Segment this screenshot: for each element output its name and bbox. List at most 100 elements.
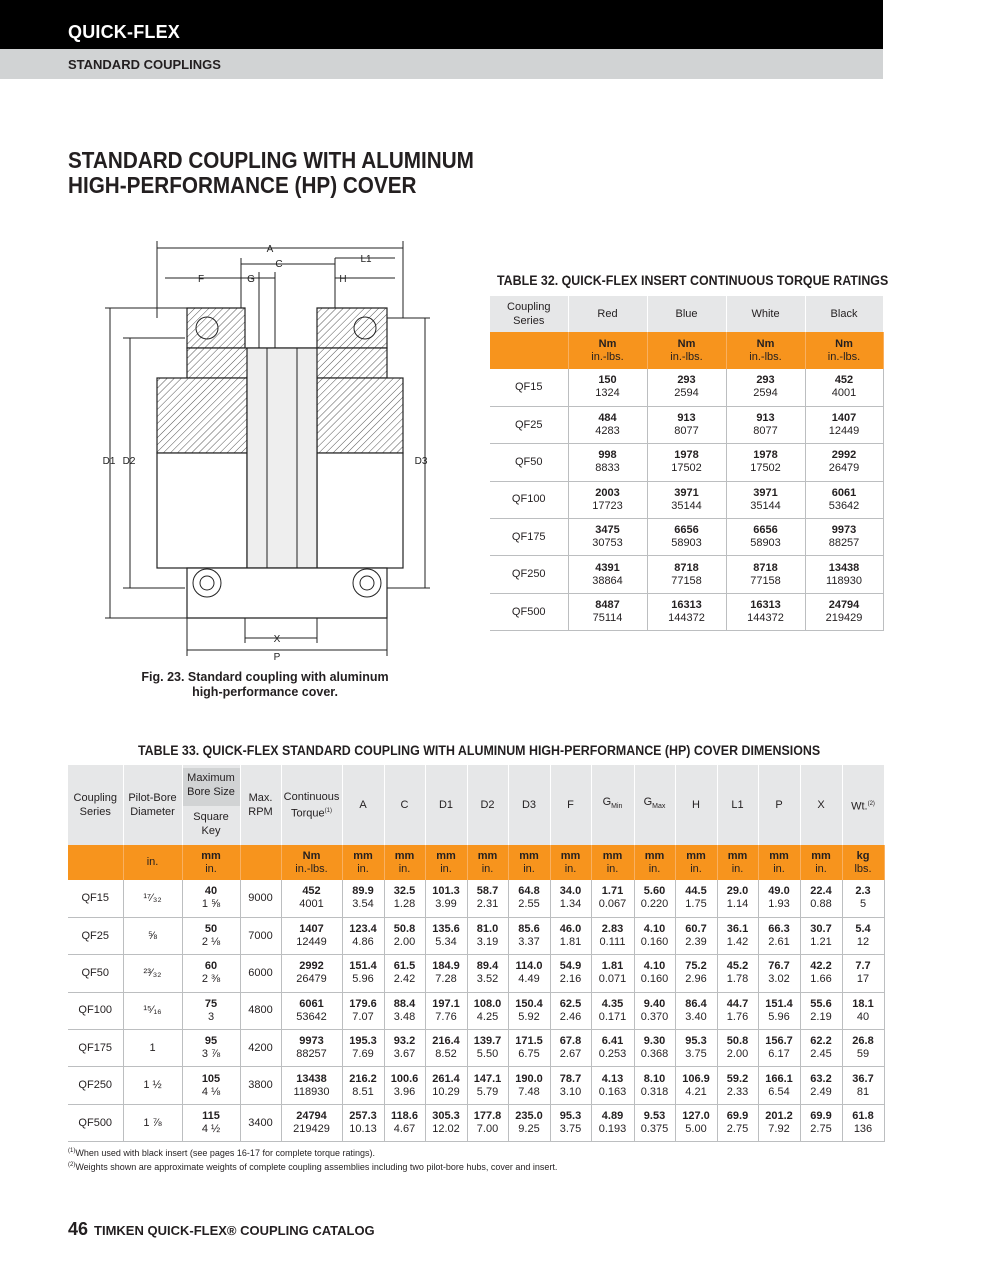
value-cell: ¹⁵⁄₁₆ bbox=[123, 992, 183, 1031]
value-cell: 4800 bbox=[240, 992, 282, 1031]
column-header-1: Pilot-Bore Diameter bbox=[123, 765, 183, 845]
value-cell: 8718 77158 bbox=[726, 555, 806, 594]
cell-value-secondary: 5.96 bbox=[352, 973, 374, 986]
column-header-6: C bbox=[384, 765, 426, 845]
cell-value-secondary: 2.75 bbox=[726, 1123, 749, 1136]
cell-value-primary: 913 bbox=[756, 412, 775, 425]
cell-value-secondary: 0.375 bbox=[640, 1123, 669, 1136]
value-cell: 1978 17502 bbox=[726, 443, 806, 482]
cell-value-primary: 101.3 bbox=[432, 885, 460, 898]
header-label: H bbox=[692, 799, 700, 811]
column-header-16: X bbox=[800, 765, 843, 845]
cell-value-secondary: 1.66 bbox=[810, 973, 832, 986]
value-cell: 913 8077 bbox=[726, 406, 806, 445]
cell-value-secondary: 58903 bbox=[750, 537, 781, 550]
cell-value-primary: 44.5 bbox=[685, 885, 707, 898]
value-cell: 293 2594 bbox=[647, 369, 727, 407]
table-row: QF250 4391 38864 8718 77158 8718 77158 13438 118… bbox=[490, 555, 884, 594]
cell-value-primary: 2.3 bbox=[855, 885, 871, 898]
cell-value-primary: 4.35 bbox=[601, 997, 624, 1010]
unit-cell: mm in. bbox=[384, 845, 426, 880]
column-header-0: Coupling Series bbox=[68, 765, 124, 845]
cell-value-primary: 201.2 bbox=[765, 1110, 793, 1123]
cell-value-secondary: 4.49 bbox=[518, 973, 540, 986]
table-row: QF15 ¹⁷⁄₃₂ 40 1 ⅝ 9000 452 4001 89.9 3.54 32.5 1.2… bbox=[68, 880, 885, 918]
header-superscript: (2) bbox=[867, 800, 875, 807]
header-label: G bbox=[643, 796, 653, 809]
cell-value-primary: 147.1 bbox=[473, 1072, 502, 1085]
value-cell: 13438 118930 bbox=[805, 555, 884, 594]
cell-value-primary: 4.89 bbox=[601, 1110, 624, 1123]
header-subscript: Min bbox=[611, 803, 623, 811]
cell-value-primary: 257.3 bbox=[349, 1110, 377, 1123]
dimensions-table: Coupling Series Pilot-Bore Diameter Maximu… bbox=[68, 765, 885, 1143]
cell-value-primary: 40 bbox=[204, 885, 218, 898]
cell-value-primary: 1.71 bbox=[601, 885, 624, 898]
cell-value-primary: 913 bbox=[677, 412, 696, 425]
value-cell: 78.7 3.10 bbox=[550, 1066, 592, 1105]
cell-value-secondary: 8077 bbox=[753, 425, 778, 438]
value-cell: 108.0 4.25 bbox=[467, 992, 509, 1031]
value-cell: 179.6 7.07 bbox=[342, 992, 385, 1031]
cell-value-primary: mm bbox=[602, 849, 623, 862]
dim-label-l1: L1 bbox=[360, 254, 372, 265]
value-cell: 58.7 2.31 bbox=[467, 880, 509, 918]
cell-value-primary: 4.10 bbox=[643, 923, 666, 936]
cell-value-secondary: 8.52 bbox=[435, 1048, 457, 1061]
series-cell: QF15 bbox=[68, 880, 124, 918]
cell-value-primary: 5.4 bbox=[855, 923, 871, 936]
table-row: QF175 1 95 3 ⅞ 4200 9973 88257 195.3 7.69 93.2 3.6… bbox=[68, 1029, 885, 1068]
table-row: QF25 ⅝ 50 2 ⅛ 7000 1407 12449 123.4 4.86 50.8 2.00… bbox=[68, 917, 885, 956]
cell-value-primary: 6.41 bbox=[601, 1035, 624, 1048]
value-cell: 101.3 3.99 bbox=[425, 880, 468, 918]
cell-value-secondary: 0.220 bbox=[640, 898, 669, 911]
cell-value-primary: 93.2 bbox=[393, 1035, 416, 1048]
cell-value-primary: 88.4 bbox=[393, 997, 416, 1010]
value-cell: 6.41 0.253 bbox=[591, 1029, 635, 1068]
table32-title: TABLE 32. QUICK-FLEX INSERT CONTINUOUS T… bbox=[497, 273, 889, 288]
cell-value-secondary: 8077 bbox=[674, 425, 699, 438]
cell-value-secondary: 7.92 bbox=[768, 1123, 790, 1136]
caption-line: high-performance cover. bbox=[192, 685, 338, 699]
cell-value-primary: 8718 bbox=[753, 561, 778, 574]
value-cell: 3971 35144 bbox=[726, 481, 806, 520]
series-cell: QF500 bbox=[490, 593, 569, 632]
cell-value-primary: 9.30 bbox=[643, 1035, 666, 1048]
cell-value-secondary: 3.75 bbox=[559, 1123, 582, 1136]
value-cell: 44.7 1.76 bbox=[717, 992, 759, 1031]
value-cell: 22.4 0.88 bbox=[800, 880, 843, 918]
cell-value-secondary: 5.34 bbox=[435, 936, 457, 949]
value-cell: 36.7 81 bbox=[842, 1066, 885, 1105]
value-cell: 1407 12449 bbox=[281, 917, 343, 956]
dim-label-d3: D3 bbox=[415, 456, 428, 467]
series-cell: QF250 bbox=[68, 1066, 124, 1105]
table-row: QF100 ¹⁵⁄₁₆ 75 3 4800 6061 53642 179.6 7.07 88.4 3… bbox=[68, 992, 885, 1031]
cell-value-secondary: 53642 bbox=[296, 1010, 327, 1023]
cell-value-secondary: 81 bbox=[856, 1085, 870, 1098]
cell-value-primary: 6061 bbox=[831, 486, 857, 499]
table-row: QF50 ²³⁄₃₂ 60 2 ⅜ 6000 2992 26479 151.4 5.96 61.5… bbox=[68, 954, 885, 993]
footnote-text: When used with black insert (see pages 1… bbox=[75, 1148, 375, 1158]
cell-value-secondary: 2594 bbox=[674, 387, 699, 400]
cell-value-secondary: 2594 bbox=[753, 387, 778, 400]
cell-value-primary: 452 bbox=[302, 885, 321, 898]
cell-value-primary: mm bbox=[353, 849, 373, 862]
cell-value-secondary: 3.10 bbox=[559, 1085, 582, 1098]
page-title-line: HIGH-PERFORMANCE (HP) COVER bbox=[68, 172, 417, 198]
cell-value-primary: 216.2 bbox=[349, 1072, 377, 1085]
value-cell: 151.4 5.96 bbox=[758, 992, 801, 1031]
value-cell: 8487 75114 bbox=[568, 593, 648, 632]
value-cell: 293 2594 bbox=[726, 369, 806, 407]
cell-value-secondary: 1.34 bbox=[559, 898, 582, 911]
value-cell: 67.8 2.67 bbox=[550, 1029, 592, 1068]
value-cell: 190.0 7.48 bbox=[508, 1066, 551, 1105]
cell-value-secondary: 2.42 bbox=[393, 973, 416, 986]
value-cell: 6656 58903 bbox=[726, 518, 806, 557]
value-cell: 32.5 1.28 bbox=[384, 880, 426, 918]
column-header-10: F bbox=[550, 765, 592, 845]
value-cell: 42.2 1.66 bbox=[800, 954, 843, 993]
cell-value-primary: 9973 bbox=[831, 524, 857, 537]
value-cell: 95 3 ⅞ bbox=[182, 1029, 241, 1068]
value-cell: 26.8 59 bbox=[842, 1029, 885, 1068]
header-superscript: (1) bbox=[324, 807, 332, 814]
